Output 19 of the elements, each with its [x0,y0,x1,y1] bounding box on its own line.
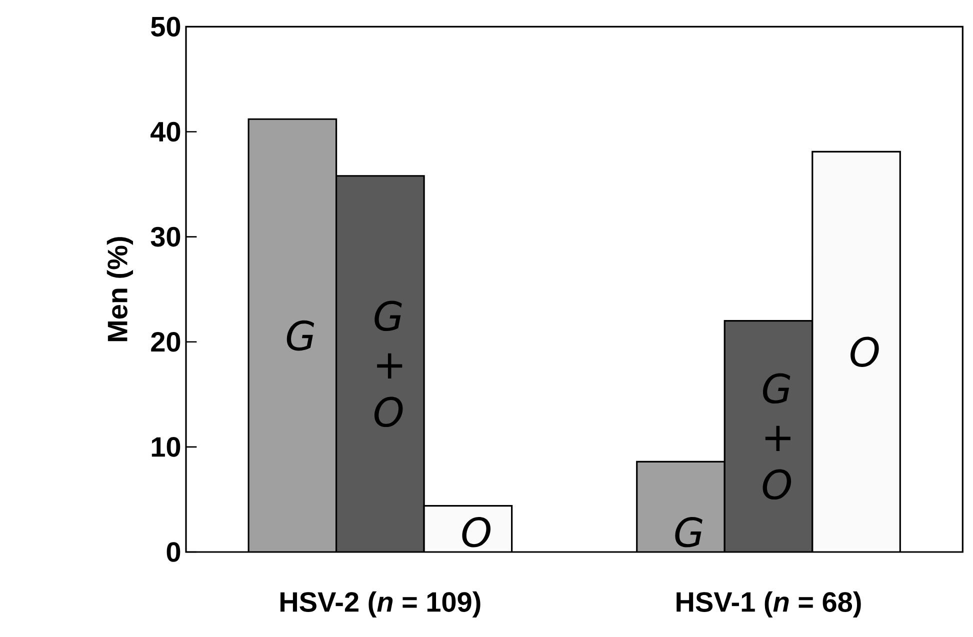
y-axis-title: Men (%) [106,237,133,342]
y-tick-label: 40 [150,122,180,142]
series-label: O [462,517,490,548]
x-tick-label: HSV-1 (n = 68) [676,591,861,618]
series-label: G [675,517,702,548]
x-tick-label: HSV-2 (n = 109) [280,591,480,618]
y-tick-label: 20 [151,332,180,352]
text: G [286,320,314,351]
y-tick-label: 50 [151,16,180,37]
bar [724,320,814,552]
bar [335,175,425,552]
series-label: G + O [374,300,403,428]
y-tick-label: 0 [166,542,180,562]
y-tick-label: 30 [150,226,180,247]
y-tick-label: 10 [152,437,180,457]
text: O [850,336,879,367]
text: G + O [762,373,792,500]
bar [248,118,338,552]
bar [636,460,726,552]
